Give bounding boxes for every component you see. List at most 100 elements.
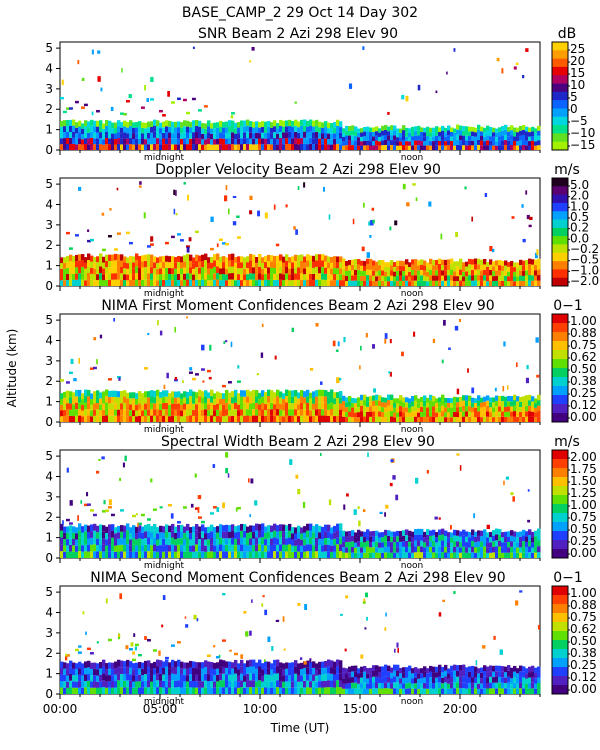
heatmap-cell [408,682,412,689]
heatmap-cell [204,396,208,403]
heatmap-cell [384,670,388,677]
heatmap-cell [174,680,178,688]
heatmap-cell [492,276,496,282]
heatmap-cell [162,674,166,681]
heatmap-cell [447,398,451,403]
heatmap-cell [505,476,510,480]
heatmap-cell [114,661,118,669]
heatmap-cell [234,144,238,150]
heatmap-cell [150,76,154,83]
heatmap-cell [345,673,349,679]
heatmap-cell [150,279,154,286]
heatmap-cell [363,270,367,276]
heatmap-cell [216,668,220,675]
heatmap-cell [225,185,228,191]
heatmap-cell [405,667,409,673]
heatmap-cell [399,552,403,558]
heatmap-cell [96,538,100,546]
heatmap-cell [173,189,176,196]
heatmap-cell [357,264,361,270]
heatmap-cell [441,405,445,412]
heatmap-cell [117,391,121,398]
heatmap-cell [99,279,103,286]
heatmap-cell [129,268,133,275]
heatmap-cell [501,135,505,141]
heatmap-cell [333,392,337,399]
heatmap-cell [498,140,502,146]
heatmap-cell [99,416,103,422]
heatmap-cell [423,145,427,150]
heatmap-cell [120,544,124,552]
heatmap-cell [306,660,310,668]
heatmap-cell [240,530,244,538]
heatmap-cell [426,546,430,553]
heatmap-cell [144,144,148,150]
heatmap-cell [465,135,469,141]
heatmap-cell [504,280,508,286]
heatmap-cell [162,390,166,397]
heatmap-cell [186,544,190,552]
heatmap-cell [515,62,519,66]
heatmap-cell [378,542,382,548]
heatmap-cell [447,264,451,271]
heatmap-cell [84,389,88,397]
heatmap-cell [177,551,181,558]
heatmap-cell [384,402,388,408]
heatmap-cell [219,666,223,674]
heatmap-cell [324,144,328,150]
heatmap-cell [84,396,88,403]
heatmap-cell [465,131,469,136]
heatmap-cell [315,396,319,403]
heatmap-cell [261,280,265,286]
heatmap-cell [264,268,268,275]
heatmap-cell [168,538,172,546]
heatmap-cell [303,551,307,558]
heatmap-cell [519,407,523,412]
heatmap-cell [150,478,153,483]
heatmap-cell [438,688,442,694]
heatmap-cell [111,551,115,558]
heatmap-cell [174,687,178,694]
colorbar-swatch [552,450,568,460]
heatmap-cell [366,264,370,270]
heatmap-cell [276,261,280,268]
heatmap-cell [372,400,376,407]
heatmap-cell [300,131,304,138]
heatmap-cell [256,373,260,376]
heatmap-cell [144,660,148,668]
heatmap-cell [93,337,97,341]
heatmap-cell [336,256,340,263]
heatmap-cell [426,140,430,146]
heatmap-cell [417,407,421,413]
heatmap-cell [77,515,79,521]
heatmap-cell [429,541,433,547]
heatmap-cell [513,400,517,406]
heatmap-cell [396,670,400,677]
heatmap-cell [219,268,223,275]
heatmap-cell [198,389,202,397]
heatmap-cell [105,144,109,150]
heatmap-cell [413,331,416,337]
heatmap-cell [459,531,463,537]
heatmap-cell [318,396,322,403]
heatmap-cell [345,542,349,548]
heatmap-cell [321,674,325,682]
heatmap-cell [498,275,502,281]
heatmap-cell [102,262,106,269]
heatmap-cell [510,492,514,496]
heatmap-cell [426,136,430,141]
heatmap-cell [465,126,469,132]
heatmap-cell [527,489,530,492]
heatmap-cell [378,141,382,146]
heatmap-cell [69,273,73,280]
heatmap-cell [375,400,379,406]
heatmap-cell [507,281,511,286]
heatmap-cell [270,273,274,280]
heatmap-cell [464,186,467,190]
heatmap-cell [396,128,400,133]
heatmap-cell [516,552,520,558]
heatmap-cell [282,675,286,682]
heatmap-cell [357,678,361,684]
heatmap-cell [415,477,419,484]
heatmap-cell [405,412,409,418]
